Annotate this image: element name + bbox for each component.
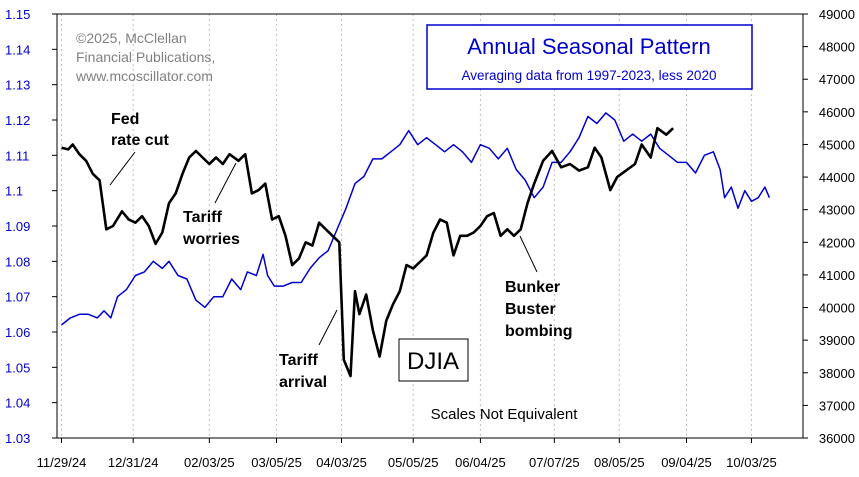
left-tick-label: 1.08: [5, 254, 30, 269]
right-tick-label: 42000: [819, 235, 855, 250]
chart-subtitle: Averaging data from 1997-2023, less 2020: [462, 68, 717, 83]
left-tick-label: 1.03: [5, 431, 30, 446]
x-tick-label: 06/04/25: [455, 455, 506, 470]
left-tick-label: 1.06: [5, 325, 30, 340]
annotation-bunker-leader: [519, 235, 538, 273]
copyright-line-2: Financial Publications,: [76, 49, 215, 65]
right-tick-label: 49000: [819, 7, 855, 22]
right-tick-label: 41000: [819, 268, 855, 283]
x-tick-label: 10/03/25: [726, 455, 777, 470]
x-axis-ticks: 11/29/24 12/31/24 02/03/25 03/05/25 04/03/25…: [37, 438, 777, 470]
right-tick-label: 37000: [819, 398, 855, 413]
left-tick-label: 1.12: [5, 113, 30, 128]
x-tick-label: 04/03/25: [316, 455, 367, 470]
annotation-worries-line-1: Tariff: [183, 209, 222, 226]
annotation-arrival-line-2: arrival: [279, 374, 327, 391]
annotation-tariff-arrival: Tariff arrival: [279, 309, 338, 391]
chart-title: Annual Seasonal Pattern: [467, 34, 710, 59]
left-tick-label: 1.04: [5, 396, 30, 411]
x-tick-label: 11/29/24: [37, 455, 87, 470]
x-tick-label: 12/31/24: [108, 455, 159, 470]
djia-label-box: DJIA: [398, 338, 469, 382]
right-tick-label: 43000: [819, 203, 855, 218]
annotation-tariff-worries: Tariff worries: [182, 162, 240, 248]
x-tick-label: 07/07/25: [529, 455, 580, 470]
right-tick-label: 38000: [819, 366, 855, 381]
right-tick-label: 45000: [819, 137, 855, 152]
annotation-fed-leader: [109, 151, 136, 186]
x-tick-label: 05/05/25: [388, 455, 439, 470]
left-tick-label: 1.15: [5, 7, 30, 22]
annotation-worries-leader: [214, 162, 237, 204]
annotation-bunker-buster: Bunker Buster bombing: [505, 235, 573, 340]
annotation-fed-line-2: rate cut: [111, 132, 169, 149]
annotation-bunker-line-3: bombing: [505, 323, 573, 340]
right-tick-label: 48000: [819, 40, 855, 55]
plot-frame: [56, 13, 804, 439]
annotation-bunker-line-1: Bunker: [505, 279, 560, 296]
annotation-arrival-leader: [318, 309, 338, 346]
right-tick-label: 46000: [819, 105, 855, 120]
x-tick-label: 02/03/25: [184, 455, 235, 470]
left-tick-label: 1.14: [5, 42, 30, 57]
annotation-bunker-line-2: Buster: [505, 301, 556, 318]
right-tick-label: 44000: [819, 170, 855, 185]
annotation-fed-line-1: Fed: [111, 111, 139, 128]
title-box-border: [426, 24, 753, 90]
right-tick-label: 40000: [819, 301, 855, 316]
djia-label: DJIA: [407, 348, 459, 375]
left-tick-label: 1.11: [5, 148, 29, 163]
djia-label-border: [398, 338, 469, 382]
left-tick-label: 1.13: [5, 78, 30, 93]
right-tick-label: 36000: [819, 431, 855, 446]
djia-line: [61, 126, 674, 378]
x-tick-label: 09/04/25: [661, 455, 712, 470]
copyright-line-3: www.mcoscillator.com: [75, 68, 213, 84]
right-tick-label: 47000: [819, 72, 855, 87]
seasonal-pattern-line: [61, 112, 771, 326]
annotation-worries-line-2: worries: [182, 231, 240, 248]
scale-note: Scales Not Equivalent: [431, 406, 579, 423]
copyright-block: ©2025, McClellan Financial Publications,…: [75, 30, 215, 84]
annotation-fed-rate-cut: Fed rate cut: [109, 111, 169, 186]
x-tick-label: 03/05/25: [251, 455, 302, 470]
right-axis-ticks: 36000 37000 38000 39000 40000 41000 42000 43000…: [803, 7, 855, 446]
left-tick-label: 1.09: [5, 219, 30, 234]
left-tick-label: 1.1: [5, 184, 23, 199]
left-tick-label: 1.05: [5, 360, 30, 375]
copyright-line-1: ©2025, McClellan: [76, 30, 187, 46]
left-axis-ticks: 1.03 1.04 1.05 1.06 1.07 1.08 1.09 1.1 1.11 1.12 1…: [5, 7, 57, 446]
x-tick-label: 08/05/25: [594, 455, 645, 470]
left-tick-label: 1.07: [5, 290, 30, 305]
annotation-arrival-line-1: Tariff: [279, 352, 318, 369]
right-tick-label: 39000: [819, 333, 855, 348]
title-box: Annual Seasonal Pattern Averaging data f…: [426, 24, 753, 90]
